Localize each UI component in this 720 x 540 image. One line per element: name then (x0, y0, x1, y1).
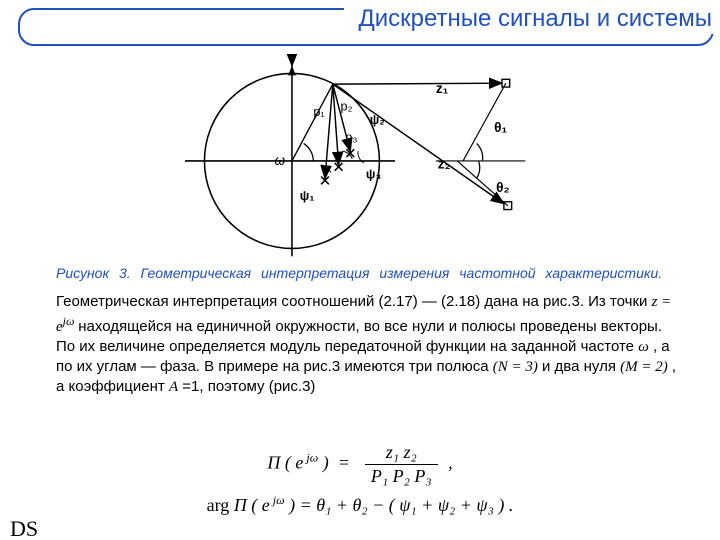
title-region: Дискретные сигналы и системы (18, 8, 714, 46)
svg-text:θ₁: θ₁ (494, 120, 507, 135)
figure-caption: Рисунок 3. Геометрическая интерпретация … (56, 264, 684, 282)
svg-text:ψ₃: ψ₃ (366, 167, 382, 181)
z-sup: jω (63, 314, 75, 328)
eq2-rest: ) = θ₁ + θ₂ − ( ψ₁ + ψ₂ + ψ₃ ) . (285, 495, 514, 515)
svg-text:z₂: z₂ (438, 157, 451, 172)
svg-text:ψ₁: ψ₁ (300, 189, 315, 203)
svg-text:p₃: p₃ (345, 131, 357, 145)
eq1-den: P₁ P₂ P₃ (365, 465, 438, 487)
omega: ω (638, 339, 649, 355)
eq-1: П ( e jω ) = z₁ z₂ P₁ P₂ P₃ , (0, 442, 720, 487)
svg-text:p₁: p₁ (313, 105, 324, 119)
body-paragraph: Геометрическая интерпретация соотношений… (56, 292, 684, 397)
eq2-a: П ( e (234, 495, 270, 515)
footer-ds: DS (10, 516, 38, 540)
body-t2: находящейся на единичной окружности, во … (56, 318, 662, 355)
body-t4: и два нуля (542, 358, 620, 375)
svg-text:ω: ω (274, 153, 285, 168)
svg-text:ψ₂: ψ₂ (370, 113, 385, 127)
eq1-frac: z₁ z₂ P₁ P₂ P₃ (365, 442, 438, 487)
a: A (169, 379, 178, 395)
n3: (N = 3) (493, 359, 538, 375)
body-t1: Геометрическая интерпретация соотношений… (56, 293, 652, 310)
eq1-lhs: П ( e (267, 453, 303, 473)
eq1-comma: , (448, 453, 453, 473)
equations: П ( e jω ) = z₁ z₂ P₁ P₂ P₃ , arg П ( e … (0, 442, 720, 516)
figure-3-diagram: ω θ₁ θ₂ z₁ z₂ p₁ p₂ p₃ ψ₁ ψ₂ ψ₃ (180, 54, 540, 264)
svg-text:p₂: p₂ (341, 99, 353, 113)
title-bar: Дискретные сигналы и системы (18, 8, 714, 46)
m2: (M = 2) (620, 359, 668, 375)
eq2-sup: jω (270, 493, 285, 507)
page-title: Дискретные сигналы и системы (344, 4, 716, 34)
eq1-sup: jω (303, 451, 318, 465)
eq1-num: z₁ z₂ (365, 442, 438, 465)
eq1-lhsb: ) (318, 453, 329, 473)
svg-text:θ₂: θ₂ (496, 180, 509, 195)
svg-text:z₁: z₁ (436, 81, 449, 96)
body-t6: =1, поэтому (рис.3) (182, 378, 315, 395)
eq-2: arg П ( e jω ) = θ₁ + θ₂ − ( ψ₁ + ψ₂ + ψ… (0, 493, 720, 516)
